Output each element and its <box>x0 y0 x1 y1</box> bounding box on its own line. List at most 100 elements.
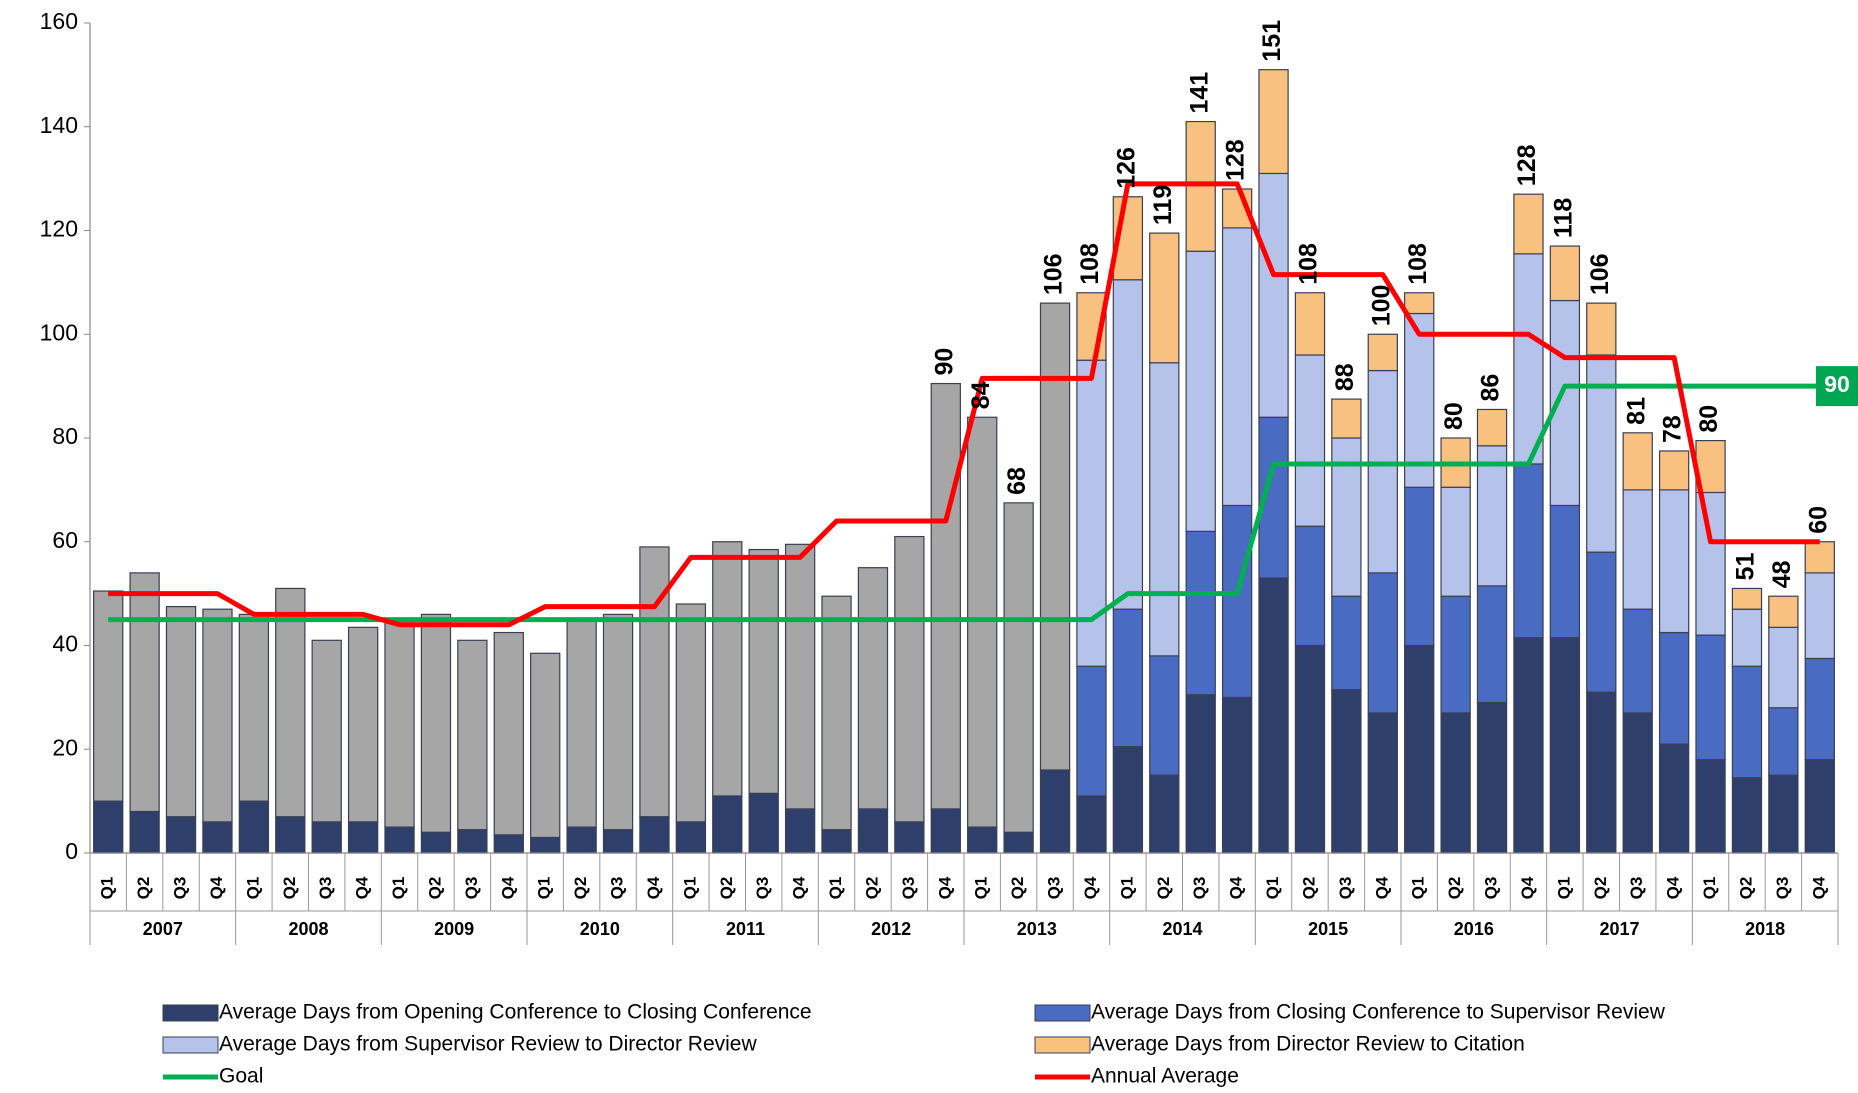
bar-segment <box>1112 279 1144 610</box>
bar-segment <box>748 792 779 854</box>
bar-segment <box>1185 250 1216 532</box>
bar-segment <box>202 821 233 854</box>
bar-segment <box>821 829 852 854</box>
x-tick-label: Q1 <box>972 877 991 900</box>
x-tick-label: Q1 <box>826 877 845 900</box>
y-tick-label: 40 <box>52 631 78 657</box>
year-label: 2008 <box>288 919 328 939</box>
x-tick-label: Q1 <box>389 877 408 900</box>
bar-segment <box>493 834 524 854</box>
x-tick-label: Q4 <box>644 876 663 899</box>
bar-segment <box>1404 644 1435 854</box>
x-tick-label: Q3 <box>608 877 627 900</box>
bar-segment <box>857 808 889 854</box>
bar-segment <box>894 535 925 823</box>
bar-segment <box>1185 694 1216 854</box>
x-tick-label: Q2 <box>425 877 444 900</box>
x-tick-label: Q3 <box>753 877 772 900</box>
bar-segment <box>1622 432 1653 491</box>
bar-segment <box>1367 333 1398 372</box>
bar-segment <box>1513 463 1544 639</box>
legend-label: Average Days from Closing Conference to … <box>1091 1001 1666 1024</box>
bar-segment <box>1513 193 1544 255</box>
legend-swatch <box>162 1036 219 1054</box>
bar-segment <box>384 826 415 854</box>
bar-segment <box>1513 253 1544 465</box>
line-series <box>108 181 1820 628</box>
bar-segment <box>1003 831 1034 854</box>
bar-segment <box>1768 774 1799 854</box>
bar-segment <box>712 795 743 854</box>
bar-segment <box>930 808 961 854</box>
total-label: 80 <box>1695 405 1723 433</box>
year-label: 2010 <box>580 919 620 939</box>
bar-segment <box>275 816 306 854</box>
bar-segment <box>420 613 452 833</box>
bar-segment <box>1804 657 1835 761</box>
bar-segment <box>857 567 889 810</box>
bar-segment <box>1622 608 1653 714</box>
total-label: 88 <box>1331 363 1359 391</box>
bar-segment <box>1731 777 1763 854</box>
total-label: 81 <box>1622 397 1650 425</box>
bar-segment <box>93 590 124 802</box>
x-tick-label: Q1 <box>1263 877 1282 900</box>
bar-segment <box>1294 354 1326 527</box>
x-tick-label: Q2 <box>280 877 299 900</box>
bar-segment <box>1149 362 1180 657</box>
bar-segment <box>967 416 998 828</box>
bar-segment <box>1658 489 1690 634</box>
bar-segment <box>1586 302 1617 356</box>
bar-segment <box>1440 712 1471 854</box>
total-label: 118 <box>1549 198 1577 238</box>
total-label: 126 <box>1112 147 1140 189</box>
bar-segment <box>93 800 124 854</box>
x-tick-label: Q1 <box>1117 877 1136 900</box>
bar-segment <box>1367 572 1398 714</box>
bar-segment <box>602 829 634 854</box>
bar-segment <box>1112 746 1144 854</box>
x-tick-label: Q4 <box>498 876 517 899</box>
bar-segment <box>1221 696 1253 854</box>
bar-segment <box>930 382 961 810</box>
y-tick-label: 0 <box>65 838 78 864</box>
bar-segment <box>202 608 233 823</box>
x-tick-label: Q3 <box>1482 877 1501 900</box>
bar-segment <box>1076 665 1107 797</box>
year-label: 2009 <box>434 919 474 939</box>
total-label: 60 <box>1804 506 1832 534</box>
bar-segment <box>784 543 816 810</box>
total-label: 106 <box>1586 253 1614 295</box>
bar-segment <box>1440 486 1471 597</box>
bar-segment <box>1185 120 1216 252</box>
x-tick-label: Q1 <box>1409 877 1428 900</box>
x-tick-label: Q4 <box>1518 876 1537 899</box>
total-label: 119 <box>1149 185 1177 225</box>
x-tick-label: Q4 <box>1372 876 1391 899</box>
x-tick-label: Q1 <box>98 877 117 900</box>
x-tick-label: Q4 <box>935 876 954 899</box>
bar-segment <box>1258 577 1289 854</box>
bar-segment <box>712 541 743 797</box>
bar-segment <box>566 826 597 854</box>
bar-segment <box>1804 759 1835 854</box>
x-tick-label: Q2 <box>1299 877 1318 900</box>
total-label: 100 <box>1367 285 1395 327</box>
bar-segment <box>1658 631 1690 745</box>
bar-segment <box>1768 595 1799 628</box>
bar-segment <box>1586 551 1617 693</box>
x-tick-label: Q3 <box>899 877 918 900</box>
total-label: 106 <box>1040 253 1068 295</box>
bar-segment <box>1622 712 1653 854</box>
bar-segment <box>1476 585 1508 704</box>
total-label: 90 <box>930 348 958 376</box>
y-tick-label: 20 <box>52 734 78 760</box>
bar-segment <box>821 595 852 831</box>
x-tick-label: Q2 <box>134 877 153 900</box>
x-tick-label: Q4 <box>1664 876 1683 899</box>
bar-segment <box>1404 312 1435 488</box>
y-tick-label: 100 <box>40 319 78 345</box>
bar-segment <box>1258 69 1289 175</box>
total-label: 48 <box>1768 560 1796 588</box>
